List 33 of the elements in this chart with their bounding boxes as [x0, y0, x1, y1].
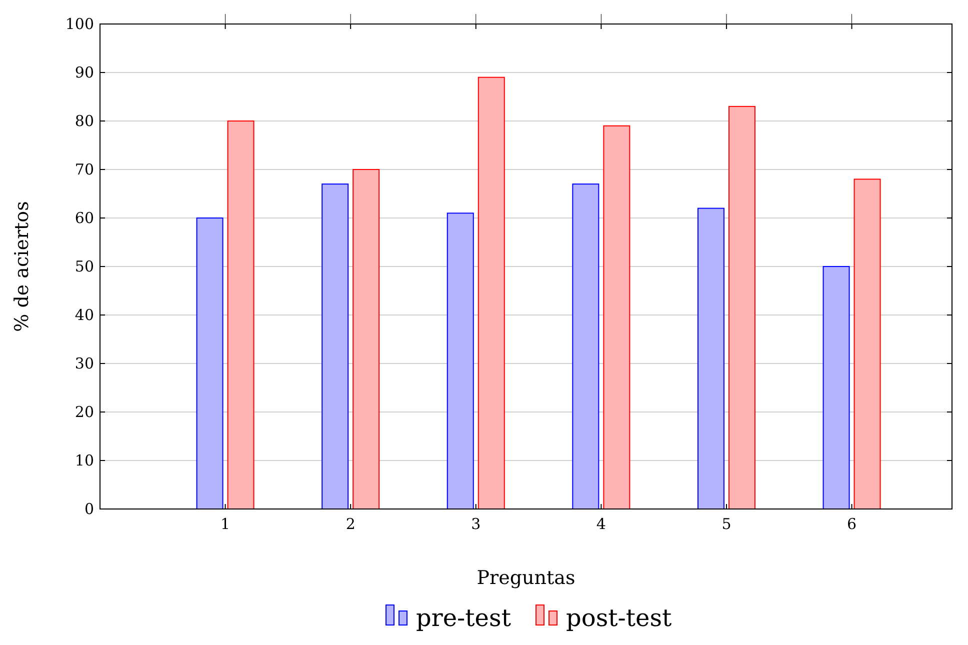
bar	[854, 178, 881, 510]
bar	[322, 184, 349, 510]
x-tick-label: 1	[220, 515, 230, 533]
bar	[478, 76, 505, 510]
y-tick-label: 60	[74, 209, 94, 227]
bar	[352, 169, 380, 510]
x-tick-label: 5	[722, 515, 732, 533]
y-tick-label: 70	[74, 160, 94, 178]
x-tick-label: 4	[596, 515, 606, 533]
x-axis-title: Preguntas	[476, 567, 576, 589]
y-tick-label: 40	[74, 306, 94, 324]
y-tick-label: 100	[65, 15, 94, 33]
bar	[196, 218, 224, 510]
x-tick-label: 2	[346, 515, 356, 533]
y-tick-label: 30	[74, 354, 94, 372]
y-tick-label: 0	[84, 500, 94, 518]
bar	[227, 120, 254, 510]
bar	[728, 106, 756, 510]
x-tick-label: 3	[471, 515, 481, 533]
y-tick-label: 10	[74, 452, 94, 470]
y-tick-label: 20	[74, 403, 94, 421]
x-tick-label: 6	[846, 515, 857, 533]
bar	[572, 184, 600, 510]
y-tick-label: 80	[74, 112, 94, 130]
y-tick-label: 50	[74, 258, 94, 276]
y-tick-label: 90	[74, 64, 94, 82]
bar	[822, 266, 850, 510]
legend-label: pre-test	[416, 604, 512, 632]
legend-label: post-test	[566, 604, 672, 632]
bar	[603, 125, 630, 510]
bar	[697, 208, 724, 510]
bar	[446, 212, 474, 510]
y-axis-title: % de aciertos	[11, 201, 33, 332]
